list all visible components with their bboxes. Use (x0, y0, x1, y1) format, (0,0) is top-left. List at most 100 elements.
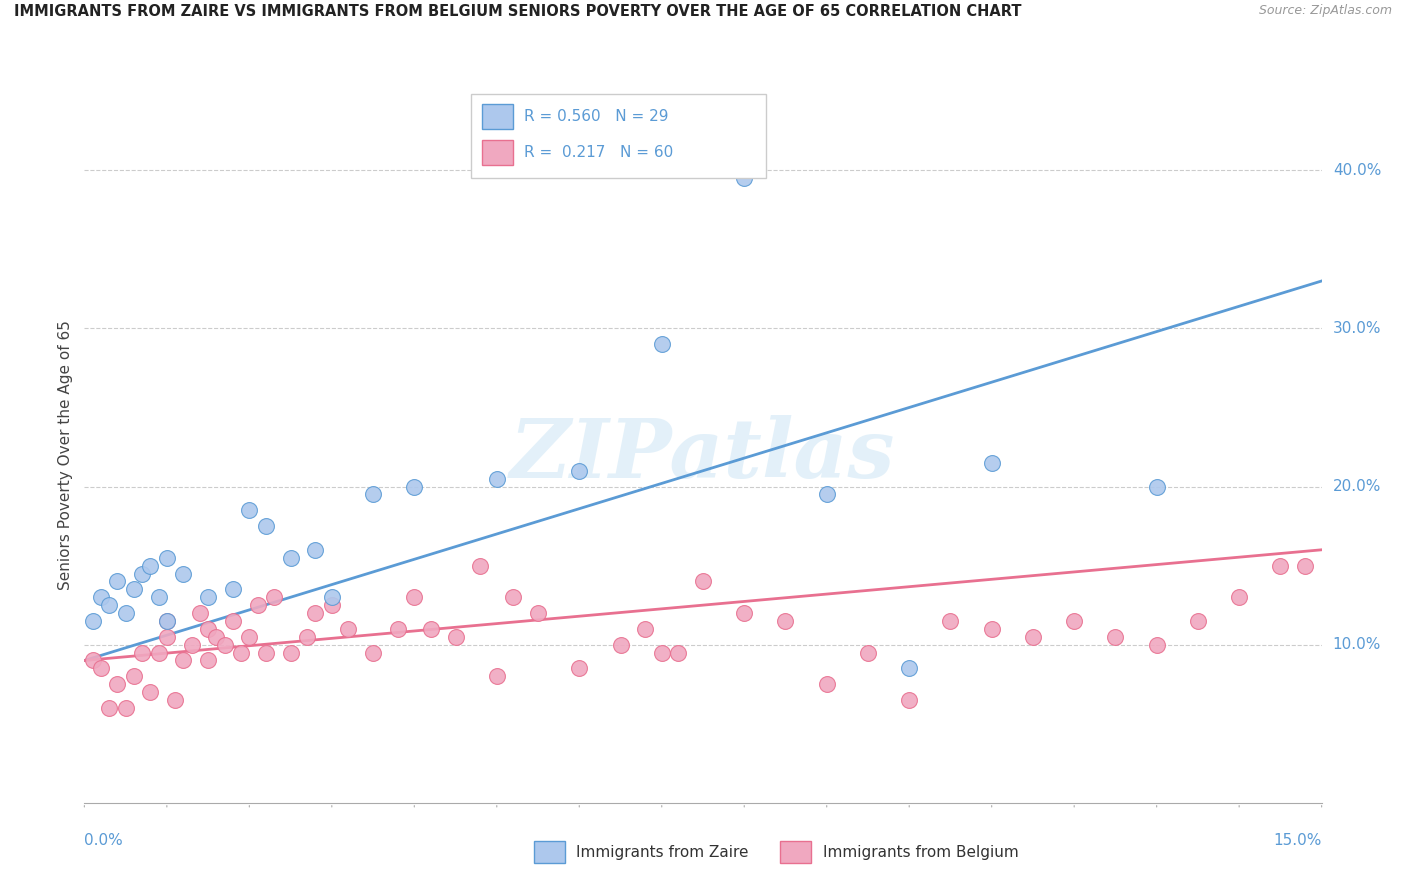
Text: IMMIGRANTS FROM ZAIRE VS IMMIGRANTS FROM BELGIUM SENIORS POVERTY OVER THE AGE OF: IMMIGRANTS FROM ZAIRE VS IMMIGRANTS FROM… (14, 4, 1022, 20)
Point (98, 598, 121, 612)
Point (1146, 638, 1168, 652)
Point (280, 646, 302, 660)
Point (114, 701, 136, 715)
Point (238, 503, 260, 517)
Text: 30.0%: 30.0% (1333, 321, 1381, 336)
Point (568, 661, 591, 675)
Text: R =  0.217   N = 60: R = 0.217 N = 60 (524, 145, 673, 160)
Text: 40.0%: 40.0% (1333, 163, 1381, 178)
Point (222, 614, 245, 628)
Point (470, 558, 492, 573)
Text: Source: ZipAtlas.com: Source: ZipAtlas.com (1258, 4, 1392, 18)
Point (263, 591, 285, 605)
Point (361, 646, 384, 660)
Point (139, 558, 162, 573)
Point (634, 622, 657, 636)
Point (131, 566, 153, 581)
Point (692, 574, 714, 589)
Point (90, 661, 112, 675)
Point (229, 646, 252, 660)
Point (485, 669, 508, 683)
Point (238, 630, 260, 644)
Point (172, 653, 194, 667)
Point (609, 638, 631, 652)
Point (404, 591, 426, 605)
Point (156, 630, 179, 644)
Point (1187, 614, 1209, 628)
Point (295, 630, 318, 644)
Point (361, 487, 384, 501)
Point (165, 693, 187, 707)
Point (1022, 630, 1045, 644)
Point (254, 646, 277, 660)
Point (304, 606, 326, 620)
Point (321, 591, 343, 605)
Point (321, 598, 343, 612)
Point (122, 669, 145, 683)
Point (337, 622, 360, 636)
Point (856, 646, 879, 660)
Point (980, 456, 1002, 470)
Point (214, 638, 236, 652)
Point (197, 622, 219, 636)
Text: R = 0.560   N = 29: R = 0.560 N = 29 (524, 110, 669, 124)
Point (105, 677, 128, 691)
Point (156, 614, 179, 628)
Point (733, 606, 755, 620)
Point (122, 582, 145, 597)
Point (387, 622, 409, 636)
Point (485, 472, 508, 486)
Point (651, 337, 673, 351)
Point (1063, 614, 1085, 628)
Point (898, 661, 921, 675)
Point (131, 646, 153, 660)
Point (82, 614, 104, 628)
Point (651, 646, 673, 660)
Point (156, 614, 179, 628)
Point (98, 701, 121, 715)
Text: Immigrants from Belgium: Immigrants from Belgium (823, 845, 1018, 860)
Text: ZIPatlas: ZIPatlas (510, 415, 896, 495)
Text: Immigrants from Zaire: Immigrants from Zaire (576, 845, 749, 860)
Point (205, 630, 228, 644)
Point (815, 677, 838, 691)
Text: 10.0%: 10.0% (1333, 637, 1381, 652)
Point (502, 591, 524, 605)
Point (527, 606, 550, 620)
Text: 0.0%: 0.0% (84, 833, 124, 848)
Point (404, 479, 426, 493)
Point (148, 646, 170, 660)
Text: 15.0%: 15.0% (1274, 833, 1322, 848)
Point (139, 685, 162, 699)
Point (1227, 591, 1250, 605)
Point (148, 591, 170, 605)
Point (1146, 479, 1168, 493)
Point (197, 653, 219, 667)
Point (775, 614, 797, 628)
Point (280, 550, 302, 565)
Point (419, 622, 441, 636)
Point (254, 519, 277, 533)
Point (304, 542, 326, 557)
Point (1270, 558, 1292, 573)
Point (568, 464, 591, 478)
Point (898, 693, 921, 707)
Point (114, 606, 136, 620)
Y-axis label: Seniors Poverty Over the Age of 65: Seniors Poverty Over the Age of 65 (58, 320, 73, 590)
Point (172, 566, 194, 581)
Point (90, 591, 112, 605)
Point (733, 171, 755, 186)
Point (188, 606, 211, 620)
Point (156, 550, 179, 565)
Point (815, 487, 838, 501)
Point (82, 653, 104, 667)
Point (105, 574, 128, 589)
Point (246, 598, 269, 612)
Point (980, 622, 1002, 636)
Point (1294, 558, 1316, 573)
Text: 20.0%: 20.0% (1333, 479, 1381, 494)
Point (939, 614, 962, 628)
Point (444, 630, 467, 644)
Point (666, 646, 689, 660)
Point (1104, 630, 1126, 644)
